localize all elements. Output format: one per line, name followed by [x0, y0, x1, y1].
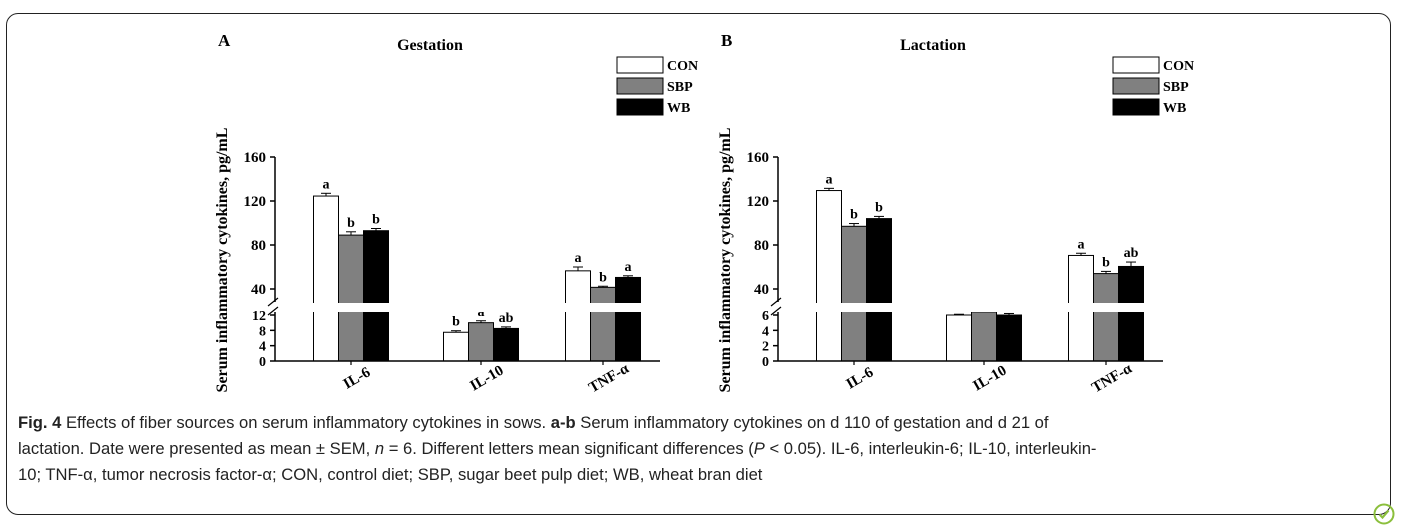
panel-label: A: [218, 31, 231, 50]
caption-n-var: n: [374, 439, 385, 458]
y-tick-label: 40: [754, 282, 769, 298]
caption-title: Effects of fiber sources on serum inflam…: [61, 413, 551, 432]
y-tick-label: 4: [762, 324, 769, 339]
legend-swatch-con: [616, 56, 664, 74]
bar-con-2: [565, 270, 591, 362]
significance-letter: b: [372, 213, 380, 228]
legend-label-sbp: SBP: [1163, 80, 1189, 95]
bar-con-0: [313, 195, 339, 362]
legend-swatch-sbp: [1112, 77, 1160, 95]
axis-break-mark: [770, 306, 782, 316]
y-axis-label: Serum inflammatory cytokines, pg/mL: [717, 128, 734, 393]
significance-letter: b: [1102, 255, 1110, 270]
legend-label-con: CON: [1163, 59, 1194, 74]
significance-letter: b: [347, 216, 355, 231]
legend-label-sbp: SBP: [667, 80, 693, 95]
legend-label-con: CON: [667, 59, 698, 74]
bar-sbp-2: [590, 286, 616, 362]
y-tick-label: 2: [762, 340, 769, 355]
panel-label: B: [721, 31, 732, 50]
y-axis-label: Serum inflammatory cytokines, pg/mL: [214, 128, 231, 393]
panel-title: Gestation: [397, 37, 463, 54]
significance-letter: a: [1078, 237, 1085, 252]
legend-label-wb: WB: [667, 101, 690, 116]
bar-con-1: [946, 314, 972, 362]
bar-sbp-2: [1093, 273, 1119, 362]
bar-sbp-0: [338, 234, 364, 362]
caption-body-3: = 6. Different letters mean significant …: [384, 439, 754, 458]
caption-range-label: a-b: [550, 413, 576, 432]
bar-con-1: [443, 331, 469, 362]
y-tick-label: 120: [244, 194, 267, 210]
y-tick-label: 160: [747, 150, 770, 166]
x-category-label: TNF-α: [1089, 360, 1135, 396]
legend-swatch-con: [1112, 56, 1160, 74]
bar-wb-2: [1118, 265, 1144, 362]
significance-letter: b: [452, 315, 460, 330]
legend-swatch-wb: [1112, 98, 1160, 116]
x-category-label: IL-10: [970, 363, 1009, 395]
bar-wb-0: [363, 230, 389, 362]
legend-swatch-sbp: [616, 77, 664, 95]
bar-con-0: [816, 190, 842, 362]
y-tick-label: 0: [259, 355, 266, 370]
significance-letter: b: [850, 208, 858, 223]
significance-letter: a: [826, 172, 833, 187]
x-category-label: IL-10: [467, 363, 506, 395]
y-tick-label: 12: [252, 309, 266, 324]
axis-break-mark: [267, 306, 279, 316]
accessibility-badge-icon: [1373, 503, 1395, 525]
caption-p-var: P: [753, 439, 765, 458]
axis-break-gap: [261, 303, 660, 312]
y-tick-label: 0: [762, 355, 769, 370]
y-tick-label: 8: [259, 324, 266, 339]
y-tick-label: 40: [251, 282, 266, 298]
axis-break-mark: [770, 297, 782, 307]
caption-body-5: 10; TNF-α, tumor necrosis factor-α; CON,…: [18, 465, 763, 484]
bar-wb-1: [493, 327, 519, 362]
y-tick-label: 160: [244, 150, 267, 166]
x-category-label: TNF-α: [586, 360, 632, 396]
figure-caption: Fig. 4 Effects of fiber sources on serum…: [18, 410, 1388, 488]
caption-body-1: Serum inflammatory cytokines on d 110 of…: [575, 413, 1049, 432]
y-tick-label: 120: [747, 194, 770, 210]
figure-frame: [6, 13, 1391, 515]
y-tick-label: 80: [754, 238, 769, 254]
significance-letter: a: [478, 305, 485, 320]
caption-body-2: lactation. Date were presented as mean ±…: [18, 439, 375, 458]
significance-letter: a: [575, 251, 582, 266]
bar-sbp-1: [468, 322, 494, 362]
y-tick-label: 6: [762, 309, 769, 324]
bar-wb-0: [866, 218, 892, 362]
y-tick-label: 4: [259, 340, 266, 355]
significance-letter: b: [599, 270, 607, 285]
bar-wb-2: [615, 276, 641, 362]
x-category-label: IL-6: [844, 364, 877, 392]
legend-swatch-wb: [616, 98, 664, 116]
caption-body-4: < 0.05). IL-6, interleukin-6; IL-10, int…: [764, 439, 1097, 458]
significance-letter: a: [323, 177, 330, 192]
axis-break-mark: [267, 297, 279, 307]
panel-title: Lactation: [900, 37, 966, 54]
legend-label-wb: WB: [1163, 101, 1186, 116]
bar-sbp-0: [841, 225, 867, 362]
caption-fig-label: Fig. 4: [18, 413, 62, 432]
bar-wb-1: [996, 314, 1022, 362]
significance-letter: a: [625, 260, 632, 275]
bar-sbp-1: [971, 311, 997, 362]
significance-letter: ab: [499, 311, 514, 326]
significance-letter: ab: [1124, 246, 1139, 261]
axis-break-gap: [764, 303, 1163, 312]
y-tick-label: 80: [251, 238, 266, 254]
x-category-label: IL-6: [341, 364, 374, 392]
significance-letter: b: [875, 200, 883, 215]
